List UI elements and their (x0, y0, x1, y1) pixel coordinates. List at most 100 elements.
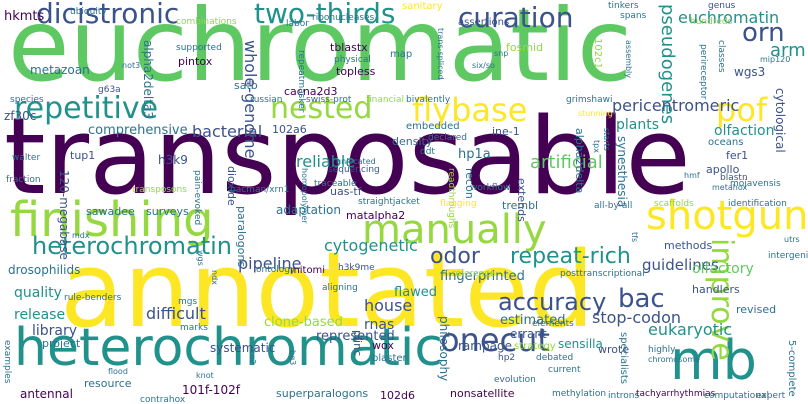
cloud-word: transposable (4, 95, 691, 218)
cloud-word: extends (515, 178, 528, 222)
cloud-word: hkmts (4, 9, 45, 24)
cloud-word: transposons (132, 185, 187, 195)
cloud-word: supported (176, 43, 222, 53)
cloud-word: bac (618, 284, 665, 314)
cloud-word: guidelines (642, 256, 719, 274)
cloud-word: co2 (248, 350, 257, 365)
cloud-word: antennal (20, 387, 73, 401)
cloud-word: expert (756, 391, 786, 401)
cloud-word: walter (12, 153, 41, 163)
cloud-word: uas-tf (330, 185, 362, 198)
cloud-word: eukaryotic (648, 320, 733, 339)
cloud-word: clone-based (264, 315, 343, 330)
cloud-word: wox (372, 339, 394, 352)
cloud-word: 5-complete (786, 340, 797, 397)
cloud-word: flagging (440, 199, 477, 209)
cloud-word: mitomi (290, 265, 326, 276)
cloud-word: wrote (598, 343, 630, 356)
cloud-word: quality (14, 285, 62, 301)
cloud-word: h3k9me (338, 263, 375, 273)
cloud-word: elements (532, 319, 574, 329)
cloud-word: pof (716, 91, 768, 129)
cloud-word: cytological (773, 88, 787, 153)
cloud-word: hp1a (458, 147, 491, 162)
cloud-word: 102c1 (592, 38, 603, 69)
cloud-word: knot (196, 371, 214, 380)
cloud-word: superparalogons (276, 387, 369, 400)
cloud-word: heterochromatin (32, 232, 232, 260)
cloud-word: fer1 (726, 149, 749, 162)
cloud-word: pipeline (238, 254, 302, 273)
cloud-word: intergenic (768, 251, 808, 261)
cloud-word: financial (366, 95, 405, 105)
cloud-word: rampage (458, 339, 512, 353)
cloud-word: six/so (472, 61, 495, 70)
cloud-word: difficult (146, 304, 206, 323)
cloud-word: mip120 (760, 55, 791, 64)
cloud-word: dicistronic (36, 0, 180, 30)
cloud-word: cytogenetic (324, 236, 418, 255)
cloud-word: pacman/xrn1 (230, 185, 290, 195)
cloud-word: olfactory (692, 261, 754, 277)
cloud-word: pericentromeric (612, 96, 740, 115)
cloud-word: sequencing (328, 165, 380, 175)
cloud-word: rnas (364, 317, 395, 333)
cloud-word: heterochromatic (14, 318, 443, 378)
cloud-word: alpha2delta (573, 128, 586, 194)
cloud-word: shotgun (646, 193, 808, 239)
cloud-word: fosmid (506, 41, 544, 54)
cloud-word: bg3 (288, 350, 297, 366)
cloud-word: ribonucleases (312, 13, 375, 23)
cloud-word: library (32, 323, 78, 339)
cloud-word: flood (108, 367, 128, 376)
cloud-word: all-by-all (594, 201, 633, 211)
cloud-word: tinkers (608, 1, 639, 11)
cloud-word: labor (286, 19, 309, 29)
cloud-word: represented (316, 329, 395, 344)
cloud-word: mb (670, 329, 757, 392)
cloud-word: russian (250, 95, 283, 105)
cloud-word: metahox (712, 183, 748, 192)
cloud-word: apollo (706, 163, 740, 176)
cloud-word: ontology (256, 265, 296, 275)
cloud-word: contrahox (140, 395, 186, 404)
cloud-word: methylation (552, 389, 607, 399)
cloud-word: assembly (624, 40, 633, 78)
cloud-word: errant (510, 327, 547, 341)
cloud-word: computational (704, 391, 769, 401)
cloud-word: starts (602, 128, 611, 151)
cloud-word: reliable (296, 152, 356, 171)
cloud-word: manually (362, 207, 547, 253)
cloud-word: topless (336, 65, 376, 78)
cloud-word: philosophy (437, 316, 451, 382)
cloud-word: readthroughs (446, 168, 456, 229)
cloud-word: h3k9 (158, 153, 188, 167)
cloud-word: orn (742, 18, 785, 48)
cloud-word: spans (620, 11, 647, 21)
cloud-word: rule-benders (64, 293, 122, 303)
cloud-word: estimated (500, 313, 566, 328)
cloud-word: identification (728, 199, 787, 209)
cloud-word: stop-codon (592, 308, 681, 327)
cloud-word: density (392, 135, 433, 148)
cloud-word: two-thirds (254, 0, 396, 30)
cloud-word: chromosome (648, 355, 700, 364)
cloud-word: metazoan (30, 63, 90, 77)
cloud-word: mdx (72, 231, 90, 240)
cloud-word: map (390, 49, 413, 60)
cloud-word: repeat-rich (510, 244, 631, 269)
cloud-word: mojavensis (730, 179, 781, 189)
cloud-word: whole-genome (241, 40, 260, 159)
cloud-word: flawed (394, 285, 438, 300)
cloud-word: euchromatin (678, 8, 780, 27)
cloud-word: recon (463, 168, 476, 199)
cloud-word: embedded (406, 121, 460, 132)
cloud-word: comprehensive (88, 123, 188, 138)
cloud-word: tachyarrhythmias (636, 389, 716, 399)
cloud-word: pseudogenes (657, 4, 678, 125)
cloud-word: matalpha2 (346, 209, 406, 222)
cloud-word: hmf (684, 171, 700, 180)
cloud-word: repetitive (14, 91, 159, 126)
cloud-word: onecut (440, 321, 550, 359)
